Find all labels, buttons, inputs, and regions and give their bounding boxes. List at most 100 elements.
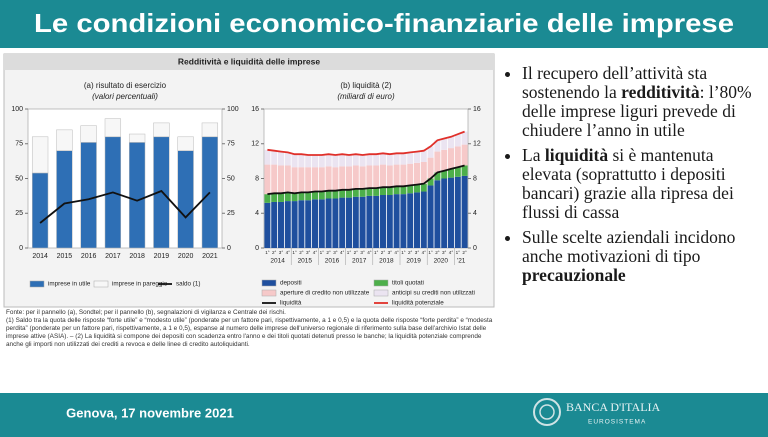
bar-segment [393, 153, 400, 165]
bar-segment [386, 165, 393, 188]
bar-segment [318, 167, 325, 192]
bar-segment [400, 194, 407, 248]
bar-segment [339, 166, 346, 190]
bar-segment [386, 187, 393, 196]
bullet-text: Sulle scelte aziendali incidono anche mo… [522, 227, 736, 266]
logo-emblem-inner [539, 404, 555, 420]
legend-label: liquidità [280, 300, 302, 307]
bar-segment [393, 194, 400, 248]
bar-segment [305, 192, 312, 201]
legend-swatch [261, 279, 277, 287]
y2-tick-label: 25 [227, 210, 235, 217]
x-tick-label: 1° [320, 250, 325, 255]
y-tick-label: 100 [11, 106, 23, 113]
bar-segment [177, 150, 194, 249]
bar-segment [339, 154, 346, 167]
series-line [267, 164, 465, 195]
bar-segment [278, 193, 284, 202]
bullet-text: La [522, 145, 545, 165]
bar-segment [366, 195, 373, 248]
x-tick-label: 2° [326, 250, 331, 255]
bullet-emphasis: redditività [621, 82, 700, 102]
bar-segment [366, 188, 373, 196]
legend-label: depositi [280, 280, 302, 287]
bar-segment [407, 152, 414, 164]
bar-segment [441, 149, 448, 171]
x-tick-label: 4° [313, 250, 318, 255]
bar-segment [284, 201, 291, 248]
bar-segment [352, 154, 359, 166]
bar-segment [325, 166, 332, 191]
x-tick-label: 2° [435, 250, 440, 255]
x-tick-label: 1° [347, 250, 352, 255]
x-tick-label: 2017 [105, 253, 121, 260]
bar-segment [434, 151, 441, 173]
footer-date: Genova, 17 novembre 2021 [66, 405, 234, 420]
bar-segment [312, 155, 318, 168]
bar-segment [271, 164, 278, 194]
year-label: 2017 [352, 258, 367, 265]
x-tick-label: 3° [360, 250, 365, 255]
bar-segment [305, 200, 312, 248]
y2-tick-label: 8 [473, 175, 477, 182]
bar-segment [346, 155, 352, 167]
bar-segment [454, 146, 461, 168]
bar-segment [448, 177, 454, 248]
bar-segment [414, 151, 420, 163]
bar-segment [386, 154, 393, 166]
bar-segment [400, 164, 407, 187]
y-tick-label: 4 [255, 210, 259, 217]
bar-segment [271, 193, 278, 202]
bar-segment [325, 154, 332, 167]
x-tick-label: 1° [374, 250, 379, 255]
bullet-emphasis: liquidità [544, 145, 609, 165]
x-tick-label: 3° [442, 250, 447, 255]
x-tick-label: 2° [354, 250, 359, 255]
bar-segment [264, 164, 271, 195]
bullet-emphasis: precauzionale [522, 265, 626, 285]
bar-segment [448, 136, 454, 149]
bar-segment [407, 185, 414, 194]
legend-label: liquidità potenziale [392, 300, 444, 307]
bar-segment [291, 167, 298, 194]
bar-segment [420, 161, 427, 184]
bullet: Sulle scelte aziendali incidono anche mo… [522, 228, 764, 285]
bar-segment [380, 195, 386, 248]
series-line [39, 189, 211, 224]
bar-segment [264, 202, 271, 248]
x-tick-label: 4° [422, 250, 427, 255]
year-label: 2018 [379, 258, 394, 265]
bar-segment [427, 185, 434, 248]
footnote: (1) Saldo tra la quota delle risposte “f… [6, 317, 493, 348]
x-tick-label: 3° [388, 250, 393, 255]
bar-segment [373, 188, 380, 196]
bullet-text: Il recupero dell’attività sta sostenendo… [522, 63, 708, 102]
bar-segment [380, 187, 386, 196]
logo-emblem [533, 398, 561, 426]
y-tick-label: 0 [19, 245, 23, 252]
panel-title: Redditività e liquidità delle imprese [178, 56, 320, 66]
bar-segment [80, 125, 97, 143]
bar-segment [284, 192, 291, 202]
bar-segment [414, 184, 420, 193]
chart-subtitle: (miliardi di euro) [337, 92, 395, 101]
bar-segment [332, 167, 339, 191]
bar-segment [407, 193, 414, 248]
bar-segment [454, 176, 461, 248]
footnote: Fonte: per il pannello (a), Sondtel; per… [6, 309, 286, 316]
bar-segment [441, 138, 448, 150]
legend-label: imprese in pareggio [112, 281, 168, 288]
x-tick-label: 1° [428, 250, 433, 255]
bar-segment [56, 129, 73, 151]
bar-segment [420, 183, 427, 192]
x-tick-label: 1° [401, 250, 406, 255]
year-label: 2014 [270, 258, 285, 265]
bar-segment [461, 131, 468, 145]
bar-segment [325, 198, 332, 248]
bar-segment [346, 197, 352, 248]
y2-tick-label: 16 [473, 106, 481, 113]
bar-segment [31, 172, 49, 249]
x-tick-label: 1° [265, 250, 270, 255]
